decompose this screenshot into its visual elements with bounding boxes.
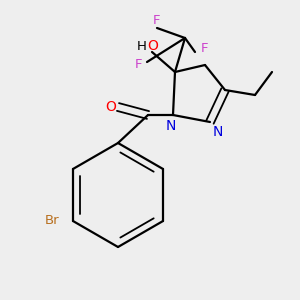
- Text: F: F: [153, 14, 161, 26]
- Text: Br: Br: [44, 214, 59, 227]
- Text: N: N: [166, 119, 176, 133]
- Text: F: F: [200, 41, 208, 55]
- Text: N: N: [213, 125, 223, 139]
- Text: F: F: [135, 58, 143, 70]
- Text: O: O: [106, 100, 116, 114]
- Text: O: O: [148, 39, 158, 53]
- Text: H: H: [137, 40, 147, 52]
